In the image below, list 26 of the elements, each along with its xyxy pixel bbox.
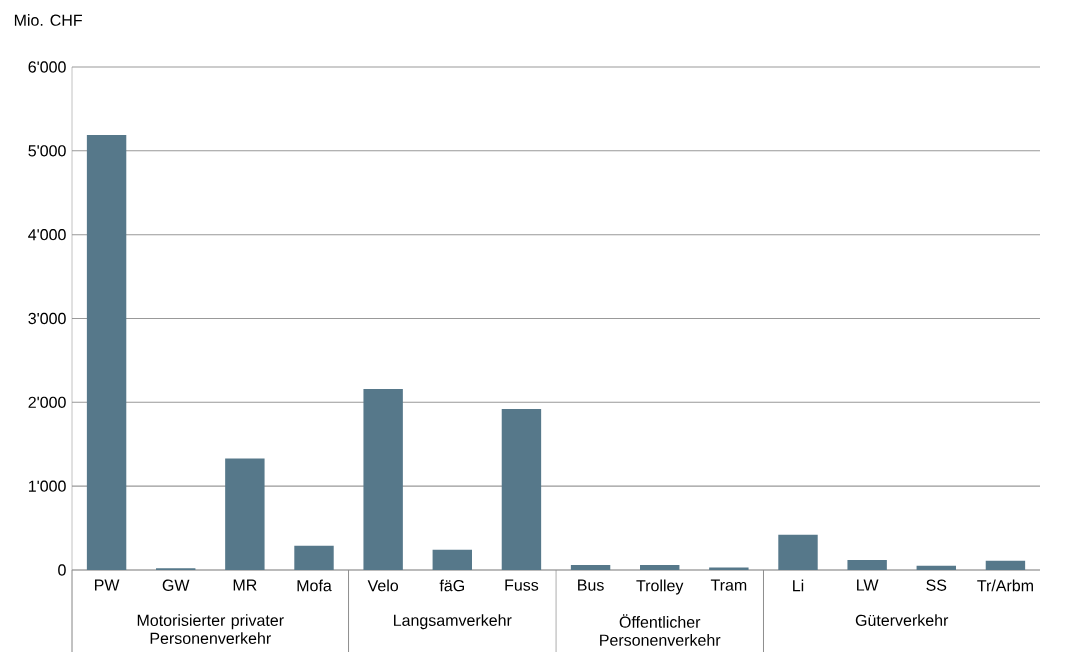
y-tick-label: 2'000 [28, 396, 66, 408]
x-tick-label: Mofa [297, 579, 332, 592]
x-tick-label: Trolley [636, 579, 684, 595]
x-tick-label: Fuss [505, 579, 539, 591]
y-tick-label: 5'000 [28, 145, 66, 157]
x-tick-label: fäG [439, 579, 464, 592]
x-tick-label: Bus [578, 579, 604, 591]
y-tick-label: 1'000 [28, 480, 66, 492]
x-tick-label: Tram [710, 579, 747, 591]
x-tick-label: LW [857, 579, 879, 591]
x-tick-label: GW [162, 579, 190, 591]
text: Motorisierter privater Personenverkehr [137, 614, 284, 644]
y-tick-label: 3'000 [28, 312, 66, 325]
x-tick-label: Velo [367, 579, 399, 592]
text: Öffentlicher Personenverkehr [600, 614, 721, 646]
x-tick-label: SS [926, 579, 947, 591]
x-tick-label: Li [793, 579, 804, 592]
y-axis-title: Mio. CHF [14, 14, 82, 26]
x-tick-label: Tr/Arbm [977, 579, 1033, 592]
x-tick-label: PW [95, 579, 120, 591]
text: Langsamverkehr [394, 614, 512, 630]
y-tick-label: 4'000 [28, 229, 66, 241]
text: Güterverkehr [855, 614, 949, 626]
y-tick-label: 0 [58, 564, 66, 576]
x-tick-label: MR [233, 579, 257, 591]
y-tick-label: 6'000 [28, 61, 66, 73]
